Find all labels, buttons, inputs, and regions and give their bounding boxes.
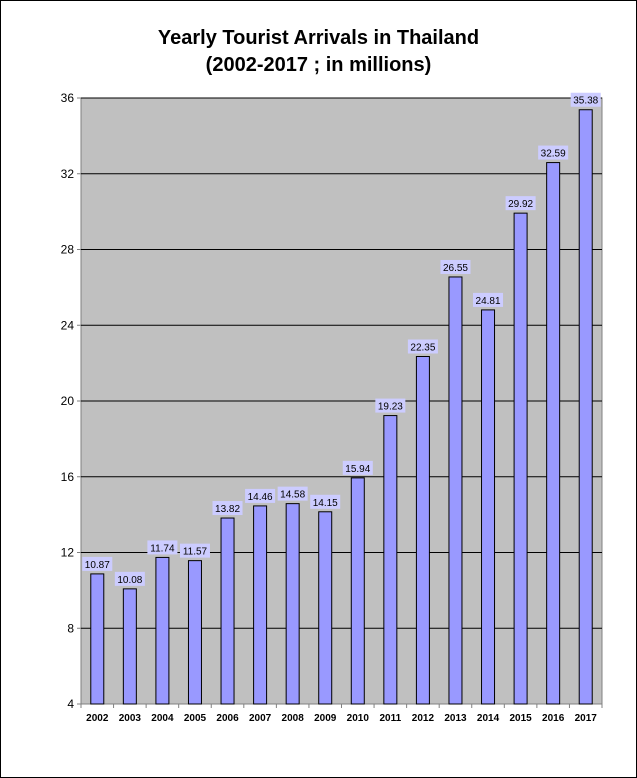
x-category-label: 2007 [249,713,272,724]
data-label-2014: 24.81 [473,292,504,307]
bar-2010 [350,477,365,705]
data-label-box [82,556,113,571]
data-labels: 10.87 10.08 11.74 11.57 13.82 14.46 14.58 14.15… [82,92,601,586]
data-label-box [342,460,373,475]
data-label-box [114,571,145,586]
data-label-box [147,540,178,555]
data-label-2003: 10.08 [114,571,145,586]
data-label-box [277,486,308,501]
data-label-box [310,494,341,509]
data-label-2006: 13.82 [212,501,243,516]
data-label-2015: 29.92 [505,196,536,211]
data-label-text: 14.46 [248,492,273,503]
data-label-text: 13.82 [215,504,240,515]
data-label-text: 11.57 [183,547,208,558]
data-label-2004: 11.74 [147,540,178,555]
data-label-text: 11.74 [150,543,175,554]
bar-2008 [285,503,300,705]
bar-2004 [155,556,170,705]
y-tick-label: 12 [61,546,75,560]
x-category-label: 2008 [282,713,305,724]
data-label-box [473,292,504,307]
data-label-2017: 35.38 [570,92,601,107]
y-tick-label: 36 [61,91,75,105]
data-label-text: 10.87 [85,560,110,571]
data-label-2008: 14.58 [277,486,308,501]
data-label-text: 26.55 [443,263,468,274]
data-label-text: 14.58 [280,490,305,501]
data-label-text: 35.38 [573,96,598,107]
data-label-text: 10.08 [117,575,142,586]
data-label-box [179,543,210,558]
bar-2017 [578,109,593,705]
x-category-label: 2013 [444,713,467,724]
x-category-label: 2015 [509,713,532,724]
data-label-text: 14.15 [313,498,338,509]
bar-2009 [318,511,333,705]
bar-2014 [481,309,496,705]
bar-2007 [253,505,268,705]
y-tick-label: 32 [61,167,75,181]
data-label-2016: 32.59 [538,145,569,160]
chart-subtitle: (2002-2017 ; in millions) [205,54,432,76]
x-category-label: 2004 [151,713,174,724]
data-label-2010: 15.94 [342,460,373,475]
data-label-2011: 19.23 [375,398,406,413]
data-label-2002: 10.87 [82,556,113,571]
y-tick-label: 24 [61,318,75,332]
y-axis-ticks: 4 8 12 16 20 24 28 32 36 [61,91,81,711]
bar-2002 [90,573,105,705]
data-label-2007: 14.46 [245,488,276,503]
data-label-text: 29.92 [508,199,533,210]
data-label-text: 32.59 [541,149,566,160]
data-label-2009: 14.15 [310,494,341,509]
bar-2011 [383,415,398,705]
y-tick-label: 16 [61,470,75,484]
x-category-label: 2011 [379,713,401,724]
x-category-label: 2002 [86,713,109,724]
chart-title: Yearly Tourist Arrivals in Thailand [157,27,480,49]
bar-2015 [513,212,528,705]
data-label-box [505,196,536,211]
x-category-label: 2012 [412,713,435,724]
x-category-label: 2017 [575,713,598,724]
bar-2013 [448,276,463,705]
y-tick-label: 8 [67,621,74,635]
x-category-label: 2014 [477,713,500,724]
y-tick-label: 28 [61,243,75,257]
x-category-label: 2006 [216,713,239,724]
bar-2016 [546,162,561,705]
data-label-box [212,501,243,516]
data-label-2012: 22.35 [407,339,438,354]
bar-2006 [220,517,235,705]
y-tick-label: 4 [67,697,74,711]
data-label-box [407,339,438,354]
x-category-label: 2009 [314,713,337,724]
x-category-label: 2010 [347,713,370,724]
data-label-box [375,398,406,413]
x-axis-categories: 2002 2003 2004 2005 2006 2007 2008 2009 2010 2011… [80,704,603,724]
bar-2003 [122,588,137,705]
bars [90,109,593,705]
y-tick-label: 20 [61,394,75,408]
x-category-label: 2005 [184,713,207,724]
data-label-2013: 26.55 [440,259,471,274]
data-label-text: 24.81 [476,296,501,307]
data-label-box [440,259,471,274]
data-label-box [245,488,276,503]
data-label-box [570,92,601,107]
data-label-text: 15.94 [345,464,370,475]
data-label-2005: 11.57 [179,543,210,558]
bar-2005 [187,560,202,705]
bar-2012 [415,355,430,705]
data-label-box [538,145,569,160]
x-category-label: 2016 [542,713,565,724]
x-category-label: 2003 [119,713,142,724]
data-label-text: 19.23 [378,402,403,413]
data-label-text: 22.35 [410,342,435,353]
